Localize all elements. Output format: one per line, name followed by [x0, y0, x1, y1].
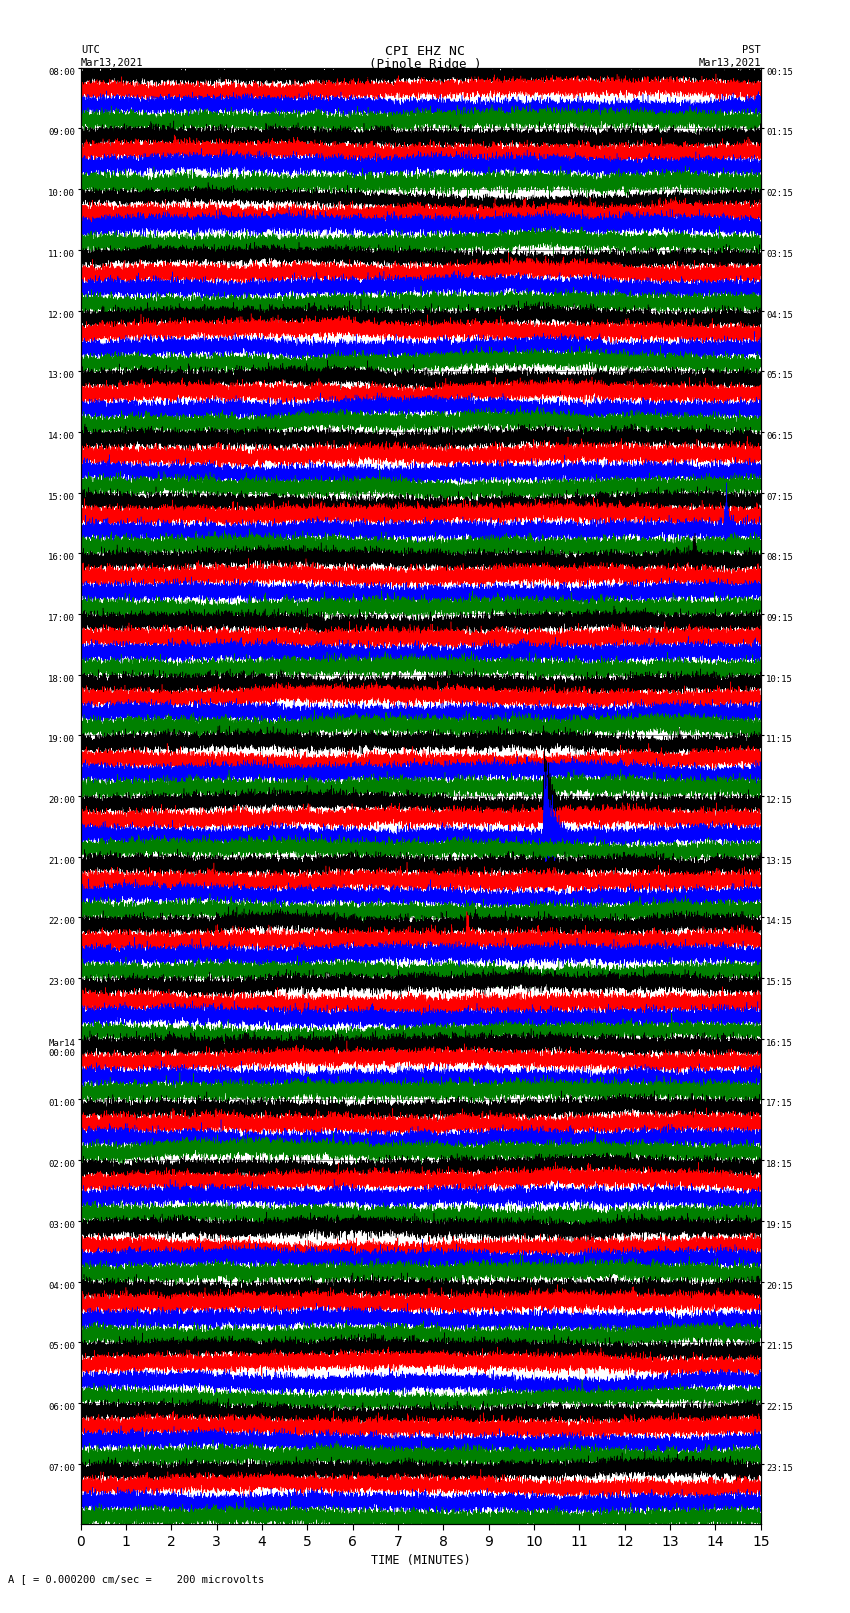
Text: PST: PST [742, 45, 761, 55]
Text: CPI EHZ NC: CPI EHZ NC [385, 45, 465, 58]
Text: I = 0.000200 cm/sec: I = 0.000200 cm/sec [366, 71, 484, 81]
Text: Mar13,2021: Mar13,2021 [81, 58, 144, 68]
Text: A [ = 0.000200 cm/sec =    200 microvolts: A [ = 0.000200 cm/sec = 200 microvolts [8, 1574, 264, 1584]
Text: Mar13,2021: Mar13,2021 [698, 58, 761, 68]
X-axis label: TIME (MINUTES): TIME (MINUTES) [371, 1555, 471, 1568]
Text: (Pinole Ridge ): (Pinole Ridge ) [369, 58, 481, 71]
Text: UTC: UTC [81, 45, 99, 55]
